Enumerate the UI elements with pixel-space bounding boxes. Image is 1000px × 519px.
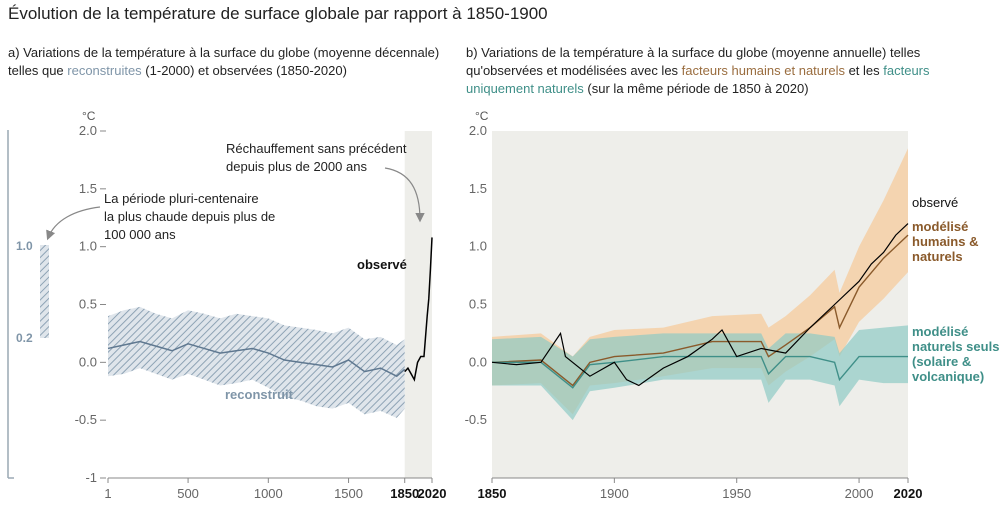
panel-b-unit: °C — [475, 109, 489, 123]
y-tick-label: -0.5 — [75, 412, 97, 427]
y-tick-label: -1 — [85, 470, 97, 485]
panel-a-observed-label: observé — [357, 257, 407, 272]
y-tick-label: 1.5 — [469, 181, 487, 196]
panel-a-subtitle: a) Variations de la température à la sur… — [8, 44, 448, 80]
recent-warming-arrow — [384, 167, 425, 223]
x-tick-label: 2020 — [894, 486, 923, 501]
recent-period-shade — [404, 131, 432, 478]
panel-b-x-axis: 1850 1900 1950 2000 2020 — [478, 478, 923, 501]
natural-label-line3: (solaire & — [912, 354, 971, 369]
x-tick-label: 1900 — [600, 486, 629, 501]
x-tick-label: 1950 — [722, 486, 751, 501]
y-tick-label: -0.5 — [465, 412, 487, 427]
warm-period-annotation-line2: la plus chaude depuis plus de — [104, 209, 275, 224]
panel-b-subtitle-text: b) Variations de la température à la sur… — [466, 45, 921, 78]
reconstructed-line — [107, 340, 406, 378]
panel-b-subtitle-text-mid: et les — [844, 63, 884, 78]
warm-period-annotation-line3: 100 000 ans — [104, 227, 176, 242]
panel-b-subtitle-natural: facteurs uniquement naturels — [466, 63, 930, 96]
x-tick-label: 1500 — [334, 486, 363, 501]
observed-line-b — [491, 223, 909, 387]
y-tick-label: 1.5 — [79, 181, 97, 196]
panel-a-reconstructed-label: reconstruit — [225, 387, 294, 402]
natural-only-band — [492, 325, 908, 421]
x-tick-label: 2000 — [845, 486, 874, 501]
natural-label-line1: modélisé — [912, 324, 968, 339]
observed-line-a — [404, 237, 433, 382]
warm-period-annotation-line1: La période pluri-centenaire — [104, 191, 259, 206]
panel-a-chart: 2.01.51.00.50.0-0.5-1 1 500 1000 1500 185020… — [7, 109, 446, 501]
y-tick-label: 1.0 — [469, 239, 487, 254]
y-tick-label: 0.5 — [469, 297, 487, 312]
human-label-line1: modélisé — [912, 219, 968, 234]
panel-b-subtitle: b) Variations de la température à la sur… — [466, 44, 966, 98]
panel-a-subtitle-text-end: (1-2000) et observées (1850-2020) — [141, 63, 347, 78]
panel-b-subtitle-text-end: (sur la même période de 1850 à 2020) — [583, 81, 809, 96]
range-bottom-label: 0.2 — [16, 331, 33, 345]
panel-a-subtitle-text: a) Variations de la température à la sur… — [8, 45, 440, 78]
x-tick-label: 1850 — [478, 486, 507, 501]
panel-a-y-axis: 2.0 1.5 1.0 0.5 0.0 -0.5 -1 — [75, 123, 432, 485]
y-tick-label: 0.0 — [469, 354, 487, 369]
panel-b-observed-label: observé — [912, 195, 958, 210]
range-top-label: 1.0 — [16, 239, 33, 253]
y-tick-label: 0.0 — [79, 354, 97, 369]
page-title: Évolution de la température de surface g… — [8, 4, 548, 23]
human-label-line3: naturels — [912, 249, 963, 264]
natural-label-line4: volcanique) — [912, 369, 984, 384]
natural-label-line2: naturels seuls — [912, 339, 999, 354]
recent-warming-annotation-line1: Réchauffement sans précédent — [226, 141, 407, 156]
y-tick-label: 0.5 — [79, 297, 97, 312]
x-tick-label: 1 — [104, 486, 111, 501]
natural-only-line — [492, 355, 908, 389]
x-tick-label: 1000 — [254, 486, 283, 501]
warm-period-arrow — [46, 206, 101, 241]
y-tick-label: 1.0 — [79, 239, 97, 254]
y-tick-label: 2.0 — [469, 123, 487, 138]
panel-b-subtitle-human: facteurs humains et naturels — [681, 63, 845, 78]
x-tick-label: 1850 — [390, 486, 419, 501]
recent-warming-annotation-line2: depuis plus de 2000 ans — [226, 159, 367, 174]
panel-b-chart: 2.0 1.5 1.0 0.5 0.0 -0.5 1850 1900 1950 2000 2020… — [465, 109, 1000, 501]
x-tick-label: 2020 — [418, 486, 447, 501]
human-label-line2: humains & — [912, 234, 978, 249]
reconstructed-band — [108, 306, 405, 418]
panel-a-subtitle-reconstructed: reconstruites — [67, 63, 142, 78]
x-tick-label: 500 — [177, 486, 199, 501]
panel-a-unit: °C — [82, 109, 96, 123]
y-tick-label: 2.0 — [79, 123, 97, 138]
panel-b-y-axis: 2.0 1.5 1.0 0.5 0.0 -0.5 — [465, 123, 908, 479]
warm-period-range-bar — [40, 245, 49, 338]
